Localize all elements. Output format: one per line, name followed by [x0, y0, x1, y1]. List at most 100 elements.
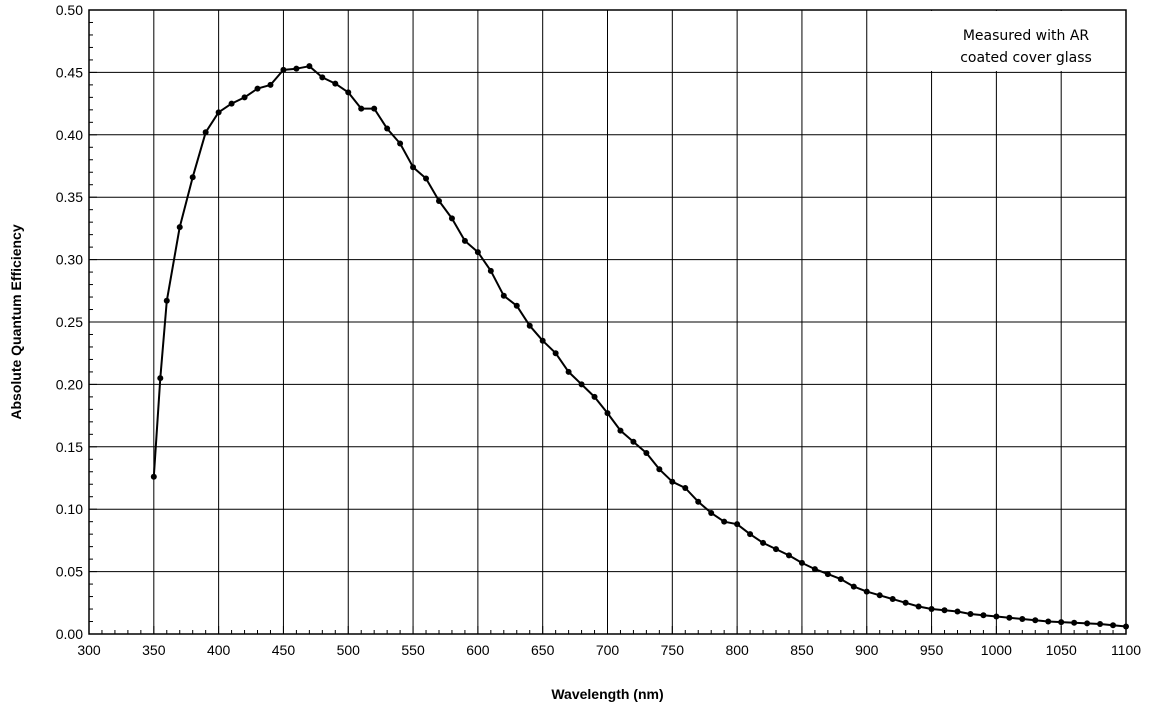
data-point — [941, 607, 948, 614]
y-tick-label: 0.45 — [56, 64, 83, 80]
data-point — [993, 613, 1000, 620]
data-point — [578, 381, 585, 388]
data-point — [526, 322, 533, 329]
x-tick-label: 900 — [855, 642, 879, 658]
data-point — [228, 100, 235, 107]
data-point — [708, 509, 715, 516]
y-tick-label: 0.35 — [56, 189, 83, 205]
data-point — [215, 109, 222, 116]
data-point — [1110, 622, 1117, 629]
data-point — [1006, 614, 1013, 621]
data-point — [643, 450, 650, 457]
data-point — [760, 539, 767, 546]
y-tick-label: 0.00 — [56, 626, 83, 642]
data-point — [332, 80, 339, 87]
data-point — [189, 174, 196, 181]
data-point — [202, 129, 209, 136]
annotation-box: Measured with AR coated cover glass — [930, 11, 1124, 71]
data-point — [487, 267, 494, 274]
data-point — [163, 297, 170, 304]
y-tick-labels: 0.00 0.05 0.10 0.15 0.20 0.25 0.30 0.35 0.40 0.45… — [56, 2, 83, 642]
y-tick-label: 0.40 — [56, 127, 83, 143]
data-point — [889, 596, 896, 603]
data-point — [157, 375, 164, 382]
data-point — [474, 249, 481, 256]
x-tick-label: 350 — [142, 642, 166, 658]
data-point — [928, 606, 935, 613]
x-tick-labels: 300 350 400 450 500 550 600 650 700 750 800 850 900 9… — [77, 642, 1141, 658]
y-tick-label: 0.30 — [56, 252, 83, 268]
data-point — [565, 368, 572, 375]
annotation-background — [930, 11, 1124, 71]
data-point — [721, 518, 728, 525]
data-point — [773, 546, 780, 553]
y-tick-label: 0.50 — [56, 2, 83, 18]
y-axis-title: Absolute Quantum Efficiency — [8, 224, 24, 419]
x-tick-label: 650 — [531, 642, 555, 658]
data-point — [500, 292, 507, 299]
data-point — [539, 337, 546, 344]
data-point — [1071, 619, 1078, 626]
data-point — [423, 175, 430, 182]
data-point — [1045, 618, 1052, 625]
x-tick-label: 300 — [77, 642, 101, 658]
data-point — [811, 566, 818, 573]
data-point — [280, 66, 287, 73]
data-point — [785, 552, 792, 559]
y-tick-label: 0.05 — [56, 564, 83, 580]
data-point — [384, 125, 391, 132]
x-tick-label: 750 — [661, 642, 685, 658]
data-point — [513, 302, 520, 309]
x-tick-label: 950 — [920, 642, 944, 658]
qe-series-points — [150, 63, 1129, 630]
series-layer — [150, 63, 1129, 630]
data-point — [630, 438, 637, 445]
x-tick-label: 700 — [596, 642, 620, 658]
data-point — [410, 164, 417, 171]
data-point — [397, 140, 404, 147]
data-point — [345, 89, 352, 96]
x-tick-label: 1100 — [1111, 642, 1141, 658]
data-point — [915, 603, 922, 610]
data-point — [461, 237, 468, 244]
data-point — [837, 576, 844, 583]
annotation-line-1: Measured with AR — [963, 28, 1090, 44]
x-tick-label: 550 — [401, 642, 425, 658]
grid — [89, 10, 1126, 634]
data-point — [267, 81, 274, 88]
data-point — [176, 224, 183, 231]
data-point — [863, 588, 870, 595]
x-tick-label: 400 — [207, 642, 231, 658]
data-point — [954, 608, 961, 615]
data-point — [734, 521, 741, 528]
x-tick-label: 800 — [725, 642, 749, 658]
data-point — [656, 466, 663, 473]
y-tick-label: 0.20 — [56, 376, 83, 392]
data-point — [293, 65, 300, 72]
data-point — [980, 612, 987, 619]
data-point — [824, 571, 831, 578]
data-point — [254, 85, 261, 92]
x-tick-label: 850 — [790, 642, 814, 658]
data-point — [850, 583, 857, 590]
data-point — [902, 599, 909, 606]
x-tick-label: 600 — [466, 642, 490, 658]
data-point — [371, 105, 378, 112]
data-point — [319, 74, 326, 81]
data-point — [604, 410, 611, 417]
annotation-line-2: coated cover glass — [960, 50, 1092, 66]
data-point — [591, 393, 598, 400]
data-point — [682, 484, 689, 491]
x-tick-label: 1050 — [1046, 642, 1077, 658]
x-tick-label: 450 — [272, 642, 296, 658]
x-axis-title: Wavelength (nm) — [551, 686, 663, 702]
data-point — [747, 531, 754, 538]
data-point — [1097, 621, 1104, 628]
data-point — [967, 611, 974, 618]
x-tick-label: 500 — [337, 642, 361, 658]
data-point — [1084, 620, 1091, 627]
data-point — [876, 592, 883, 599]
data-point — [1032, 617, 1039, 624]
